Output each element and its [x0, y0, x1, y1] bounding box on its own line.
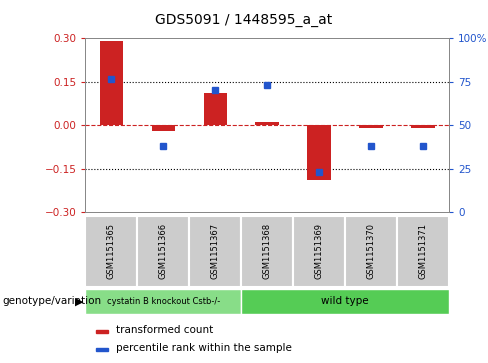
Text: transformed count: transformed count: [116, 325, 213, 335]
Bar: [411, 125, 435, 128]
Text: GSM1151371: GSM1151371: [419, 223, 427, 280]
Text: genotype/variation: genotype/variation: [2, 296, 102, 306]
Bar: [85, 216, 137, 287]
Bar: [241, 289, 449, 314]
Bar: [152, 125, 175, 131]
Bar: [293, 216, 345, 287]
Text: GSM1151366: GSM1151366: [159, 223, 168, 280]
Bar: [307, 125, 331, 180]
Text: GSM1151368: GSM1151368: [263, 223, 272, 280]
Text: GSM1151365: GSM1151365: [107, 223, 116, 280]
Text: GSM1151370: GSM1151370: [366, 223, 376, 280]
Bar: [241, 216, 293, 287]
Bar: [397, 216, 449, 287]
Text: GSM1151369: GSM1151369: [315, 223, 324, 280]
Text: percentile rank within the sample: percentile rank within the sample: [116, 343, 291, 354]
Text: wild type: wild type: [321, 296, 369, 306]
Text: ▶: ▶: [75, 296, 83, 306]
Bar: [96, 348, 108, 351]
Bar: [256, 122, 279, 125]
Text: cystatin B knockout Cstb-/-: cystatin B knockout Cstb-/-: [107, 297, 220, 306]
Bar: [203, 93, 227, 125]
Text: GSM1151367: GSM1151367: [211, 223, 220, 280]
Bar: [189, 216, 241, 287]
Bar: [137, 216, 189, 287]
Bar: [96, 330, 108, 333]
Bar: [100, 41, 123, 125]
Bar: [345, 216, 397, 287]
Bar: [85, 289, 241, 314]
Text: GDS5091 / 1448595_a_at: GDS5091 / 1448595_a_at: [155, 13, 333, 27]
Bar: [359, 125, 383, 128]
